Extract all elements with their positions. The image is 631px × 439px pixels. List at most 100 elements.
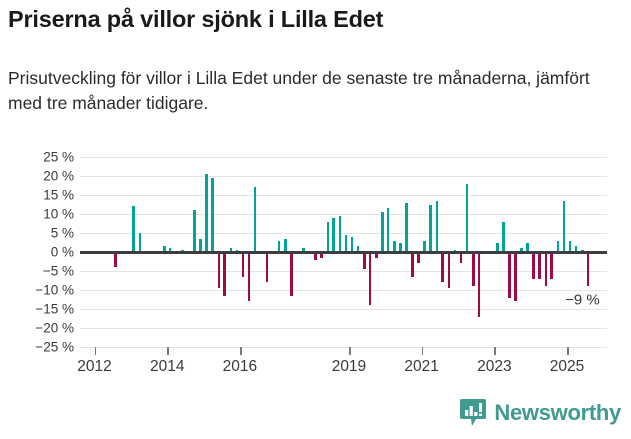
bar <box>338 215 342 252</box>
bar <box>356 246 360 252</box>
bar <box>508 252 511 298</box>
x-axis-tick-label: 2025 <box>549 358 585 375</box>
bar <box>284 238 287 252</box>
x-axis-tick-label: 2023 <box>477 358 512 375</box>
y-axis-tick-label: −20 % <box>35 320 74 336</box>
y-axis-tick-label: 20 % <box>43 168 74 184</box>
gridline <box>80 290 607 291</box>
bar <box>562 200 566 252</box>
bar <box>381 212 384 252</box>
bar <box>368 252 372 306</box>
bar-chart-speech-bubble-icon <box>460 398 487 428</box>
bar <box>411 252 414 277</box>
plot-area <box>80 157 607 348</box>
bar <box>502 221 505 252</box>
bar <box>574 246 578 252</box>
footer: Newsworthy <box>0 397 631 433</box>
bar <box>477 252 481 317</box>
bar <box>199 238 202 252</box>
bar <box>471 252 475 287</box>
bar <box>526 242 530 252</box>
bar <box>586 252 590 287</box>
bar <box>265 252 269 283</box>
gridline <box>80 157 607 158</box>
bar <box>138 233 142 252</box>
bar <box>556 240 560 252</box>
value-annotation: −9 % <box>565 291 600 308</box>
y-axis-tick-label: −15 % <box>35 301 74 317</box>
bar <box>247 252 251 302</box>
bar <box>241 252 245 277</box>
gridline <box>80 309 607 310</box>
bar <box>495 242 499 252</box>
bar <box>350 236 354 252</box>
x-axis-tick <box>421 347 424 355</box>
x-axis-tick-label: 2014 <box>149 358 185 375</box>
bar <box>417 252 421 264</box>
x-axis-tick <box>94 347 97 355</box>
bar <box>568 240 572 252</box>
bar <box>217 252 221 289</box>
y-axis-tick-label: −25 % <box>35 339 74 355</box>
bar <box>435 200 439 252</box>
gridline <box>80 195 607 196</box>
bar <box>550 252 554 279</box>
bar <box>326 221 330 252</box>
y-axis-tick-label: −10 % <box>35 282 74 298</box>
bar <box>362 252 366 270</box>
bar <box>374 252 378 258</box>
bar <box>447 252 451 289</box>
x-axis-tick-label: 2016 <box>222 358 258 375</box>
bar <box>386 208 390 252</box>
x-axis-tick-label: 2012 <box>77 358 112 375</box>
bar-chart: 25 % 20 % 15 % 10 % 5 % 0 % −5 % −10 % −15 % −20 … <box>0 148 631 393</box>
bar <box>193 210 196 252</box>
bar <box>514 252 517 302</box>
y-axis-tick-label: 15 % <box>43 187 74 203</box>
page-title: Priserna på villor sjönk i Lilla Edet <box>8 6 384 32</box>
brand-name: Newsworthy <box>494 400 621 425</box>
gridline <box>80 214 607 215</box>
bar <box>520 248 523 252</box>
bar <box>229 248 233 252</box>
y-axis-tick-label: 0 % <box>50 244 74 260</box>
bar <box>332 217 335 252</box>
bar <box>114 252 117 268</box>
bar <box>465 183 469 252</box>
y-axis-tick-label: 25 % <box>43 149 74 165</box>
bar <box>423 240 426 252</box>
gridline <box>80 233 607 234</box>
page-subtitle: Prisutveckling för villor i Lilla Edet u… <box>8 68 590 113</box>
x-axis-tick <box>348 347 351 355</box>
bar <box>253 187 257 252</box>
bar <box>277 240 281 252</box>
bar <box>320 252 323 258</box>
x-axis-tick-label: 2019 <box>331 358 367 375</box>
gridline <box>80 176 607 177</box>
bar <box>302 248 305 252</box>
bar <box>399 242 402 252</box>
bar <box>429 204 433 252</box>
bar <box>132 206 136 252</box>
bar <box>211 177 214 252</box>
bar <box>314 252 317 260</box>
y-axis-tick-label: −5 % <box>42 263 74 279</box>
x-axis-line <box>80 347 607 348</box>
bar <box>163 246 166 252</box>
x-axis-tick <box>167 347 169 355</box>
bar <box>544 252 548 287</box>
bar <box>532 252 535 279</box>
bar <box>223 252 226 296</box>
bar <box>205 174 208 252</box>
bar <box>344 234 348 252</box>
x-axis-tick <box>494 347 496 355</box>
x-axis-tick <box>239 347 242 355</box>
bar <box>538 252 542 279</box>
gridline <box>80 271 607 272</box>
bar <box>168 248 172 252</box>
newsworthy-logo[interactable]: Newsworthy <box>460 397 621 429</box>
bar <box>393 240 396 252</box>
zero-baseline <box>80 250 607 254</box>
bar <box>290 252 293 296</box>
